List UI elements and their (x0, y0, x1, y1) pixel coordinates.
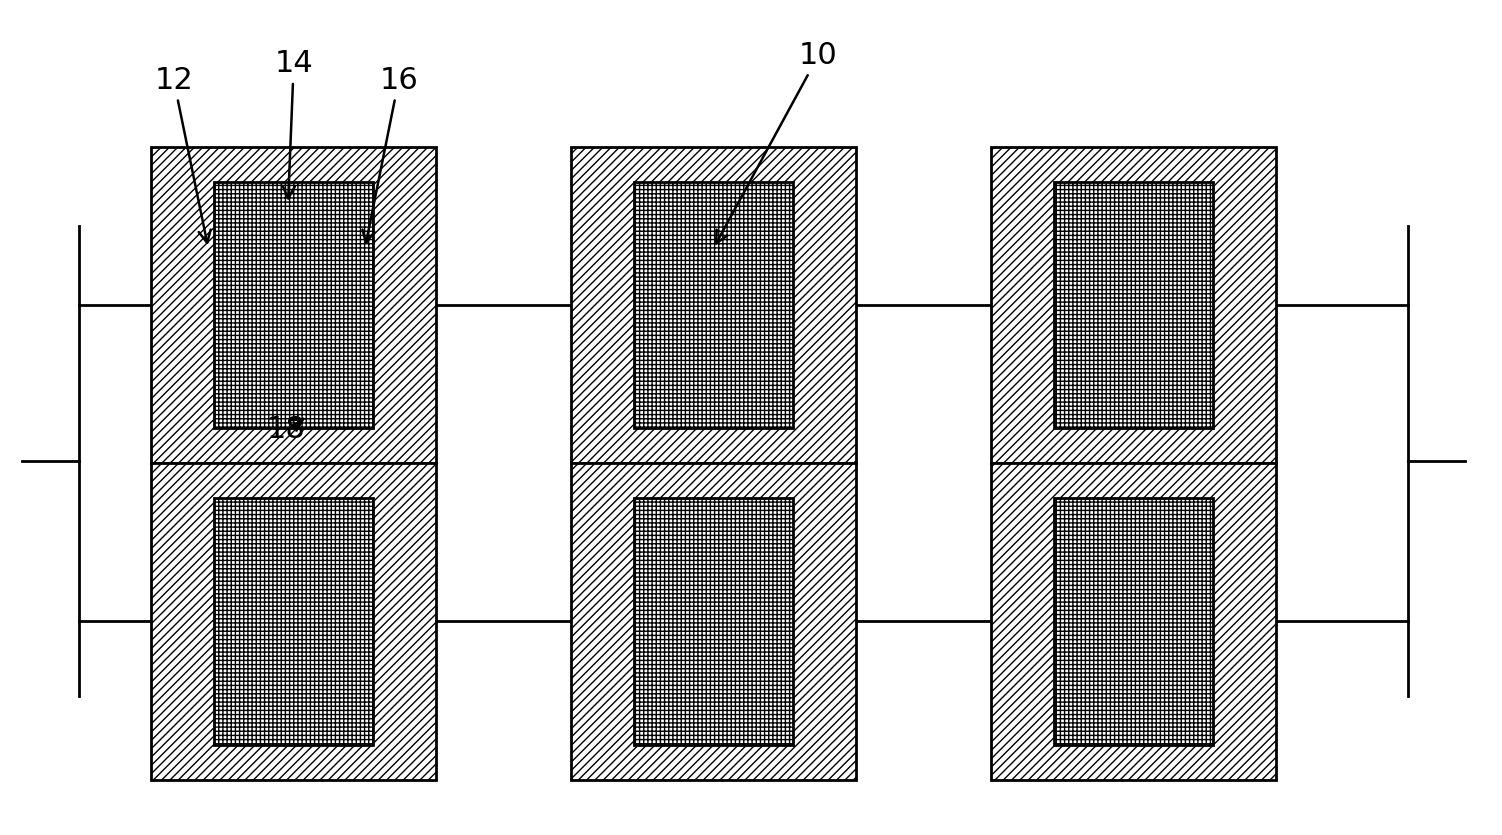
Text: 12: 12 (155, 66, 210, 243)
Text: 10: 10 (716, 41, 838, 243)
Bar (213, 182, 374, 428)
Bar (571, 147, 856, 463)
Text: 14: 14 (275, 49, 312, 199)
Text: 18: 18 (267, 416, 306, 444)
Bar (1053, 498, 1214, 745)
Bar (634, 498, 793, 745)
Bar (634, 182, 793, 428)
Bar (571, 463, 856, 780)
Bar (152, 147, 436, 463)
Bar (213, 498, 374, 745)
Bar (991, 147, 1275, 463)
Bar (991, 463, 1275, 780)
Text: 16: 16 (362, 66, 418, 243)
Bar (1053, 182, 1214, 428)
Bar (152, 463, 436, 780)
